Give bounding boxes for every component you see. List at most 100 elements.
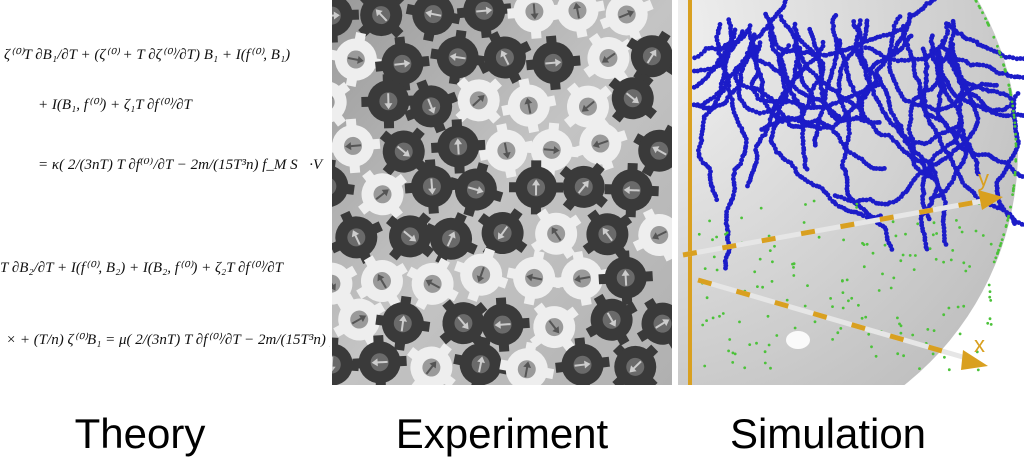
disk: [358, 169, 407, 219]
cluster-particle: [694, 102, 699, 108]
disk-tooth: [529, 334, 543, 348]
disk-tooth: [588, 33, 602, 46]
cluster-particle: [932, 0, 937, 2]
cluster-particle: [924, 246, 930, 252]
disk-tooth: [612, 344, 626, 357]
cluster-particle: [944, 21, 949, 27]
free-particle: [992, 260, 996, 264]
cluster-particle: [886, 95, 891, 100]
disk-arrow: [457, 316, 469, 330]
cluster-particle: [1008, 73, 1014, 79]
free-particle: [976, 368, 980, 372]
free-particle: [931, 233, 935, 237]
cluster-particle: [691, 68, 697, 74]
cluster-particle: [907, 123, 912, 128]
disk-arrow: [629, 360, 642, 373]
cluster-particle: [979, 81, 985, 87]
cluster-particle: [942, 83, 947, 89]
disk: [352, 335, 407, 385]
free-particle: [932, 329, 936, 332]
free-particle: [841, 306, 845, 310]
cluster-particle: [919, 56, 925, 62]
disk-tooth: [390, 25, 404, 39]
cluster-particle: [783, 117, 789, 123]
free-particle: [711, 238, 714, 242]
x-arrow: [961, 350, 988, 370]
disk: [358, 0, 405, 39]
cluster-particle: [810, 95, 816, 101]
cluster-particle: [951, 24, 957, 29]
cluster-particle: [806, 95, 812, 100]
cluster-particle: [1021, 56, 1024, 62]
free-particle: [839, 327, 843, 330]
disk: [379, 127, 428, 176]
cluster-particle: [795, 55, 801, 61]
cluster-particle: [820, 39, 826, 45]
cluster-particle: [857, 18, 863, 23]
free-particle: [1012, 113, 1016, 117]
cluster-particle: [1017, 74, 1022, 80]
disk-tooth: [509, 182, 518, 193]
free-particle: [766, 314, 770, 318]
cluster-particle: [851, 19, 857, 24]
disk-tooth: [391, 0, 405, 6]
cluster-particle: [833, 100, 839, 106]
cluster-particle: [836, 83, 842, 88]
free-particle: [753, 270, 757, 274]
cluster-particle: [994, 82, 999, 88]
disk-tooth: [644, 298, 657, 311]
free-particle: [855, 202, 859, 206]
disk-arrow: [394, 59, 411, 68]
free-particle: [902, 354, 905, 358]
cluster-particle: [891, 23, 897, 29]
free-particle: [943, 355, 946, 359]
cluster-particle: [1001, 207, 1007, 212]
free-particle: [996, 44, 999, 48]
disk: [406, 343, 456, 385]
disk-center: [332, 355, 341, 374]
free-particle: [998, 51, 1002, 55]
disk-tooth: [640, 74, 654, 87]
cluster-particle: [844, 117, 850, 123]
disk-arrow: [574, 360, 591, 369]
cluster-particle: [930, 114, 935, 119]
disk-tooth: [356, 286, 369, 300]
disk: [478, 123, 534, 179]
cluster-particle: [767, 117, 773, 122]
cluster-particle: [763, 61, 768, 67]
disk-arrow: [532, 179, 541, 196]
disk: [585, 293, 638, 346]
disk-tooth: [555, 182, 564, 193]
cluster-particle: [794, 59, 799, 65]
disk-tooth: [533, 302, 547, 316]
disk-arrow: [574, 274, 591, 283]
cluster-particle: [975, 171, 981, 177]
disk-arrow: [497, 225, 509, 240]
cluster-particle: [889, 43, 894, 48]
free-particle: [881, 272, 884, 276]
free-particle: [771, 260, 774, 264]
cluster-particle: [792, 21, 798, 27]
cluster-particle: [988, 82, 993, 88]
disk-tooth: [362, 169, 375, 183]
disk-arrow: [618, 9, 635, 19]
disk-arrow: [427, 98, 436, 114]
cluster-particle: [863, 28, 869, 34]
free-particle: [867, 332, 871, 336]
cluster-particle: [905, 42, 911, 48]
cluster-particle: [718, 81, 724, 87]
free-particle: [1014, 142, 1018, 146]
free-particle: [960, 230, 964, 234]
free-particle: [1013, 170, 1017, 174]
cluster-particle: [889, 247, 895, 252]
disk-tooth: [615, 70, 629, 84]
free-particle: [1012, 116, 1016, 119]
free-particle: [1008, 87, 1012, 91]
cluster-particle: [723, 255, 729, 260]
free-particle: [715, 268, 719, 272]
cluster-particle: [884, 231, 889, 236]
free-particle: [767, 343, 771, 347]
free-particle: [724, 232, 727, 236]
cluster-particle: [824, 125, 830, 130]
disk-arrow: [396, 145, 410, 157]
